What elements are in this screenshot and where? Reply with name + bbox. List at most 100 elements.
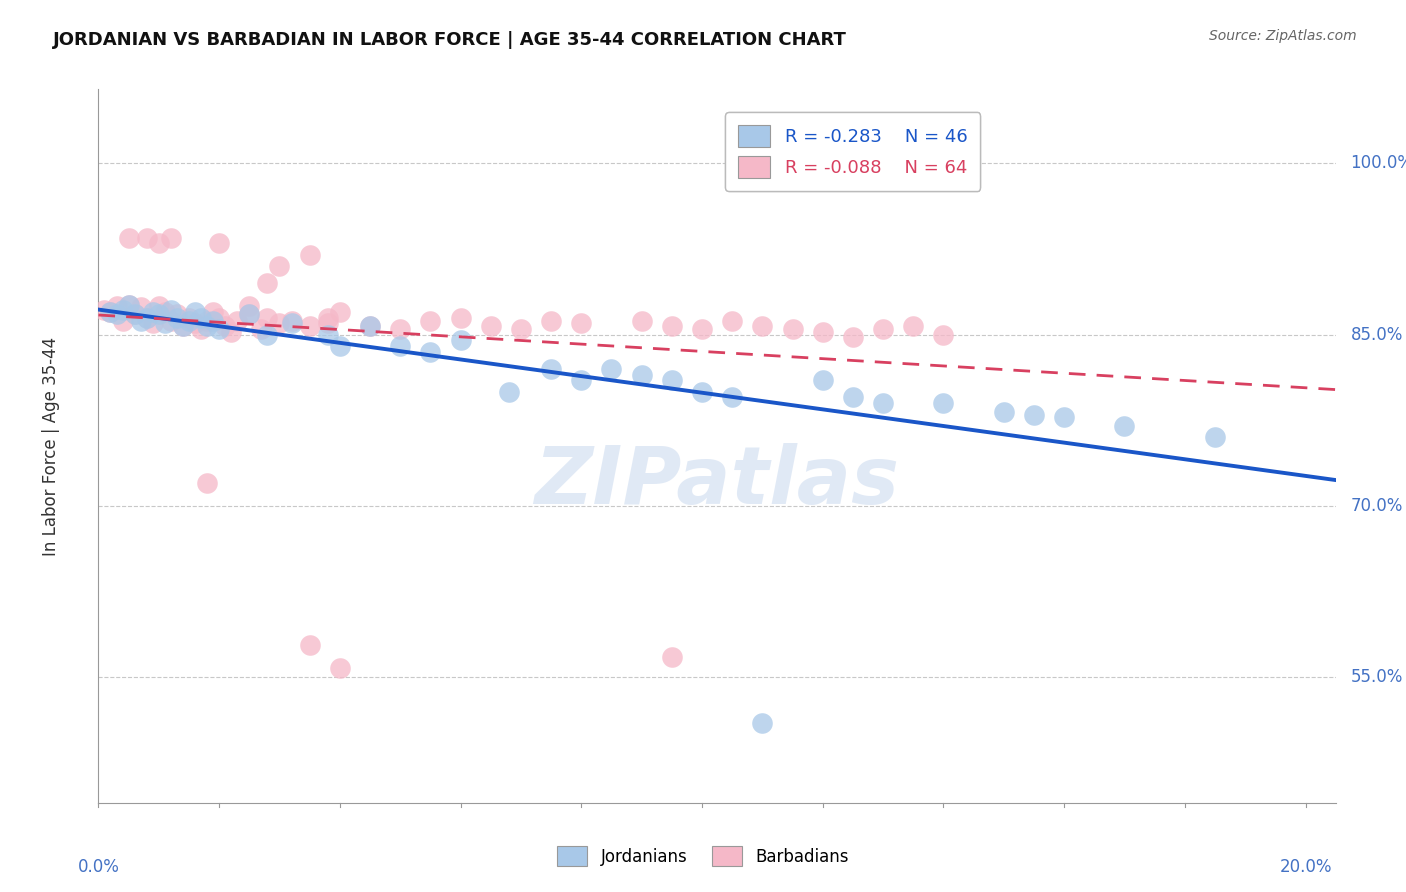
Point bbox=[256, 310, 278, 325]
Point bbox=[932, 396, 955, 410]
Point bbox=[135, 310, 157, 325]
Point bbox=[256, 277, 278, 291]
Text: 55.0%: 55.0% bbox=[1351, 668, 1403, 686]
Point bbox=[540, 314, 562, 328]
Point bbox=[932, 327, 955, 342]
Point bbox=[316, 327, 339, 342]
Point bbox=[202, 305, 225, 319]
Point bbox=[569, 316, 592, 330]
Point bbox=[166, 310, 188, 325]
Point bbox=[111, 314, 134, 328]
Point bbox=[238, 307, 260, 321]
Point bbox=[359, 318, 381, 333]
Point bbox=[129, 300, 152, 314]
Point bbox=[782, 322, 804, 336]
Point bbox=[184, 305, 207, 319]
Point bbox=[811, 373, 834, 387]
Point bbox=[600, 362, 623, 376]
Point bbox=[269, 259, 291, 273]
Point bbox=[160, 302, 183, 317]
Point bbox=[661, 373, 683, 387]
Point bbox=[751, 318, 773, 333]
Point bbox=[250, 322, 273, 336]
Point bbox=[117, 298, 139, 312]
Point bbox=[540, 362, 562, 376]
Point bbox=[690, 322, 713, 336]
Point bbox=[419, 314, 441, 328]
Point bbox=[329, 305, 352, 319]
Point bbox=[129, 314, 152, 328]
Point bbox=[389, 339, 412, 353]
Point bbox=[100, 305, 122, 319]
Point bbox=[630, 314, 652, 328]
Point bbox=[1114, 419, 1136, 434]
Point bbox=[105, 307, 128, 321]
Point bbox=[316, 310, 339, 325]
Point bbox=[105, 299, 128, 313]
Point bbox=[195, 314, 218, 328]
Point bbox=[190, 310, 212, 325]
Point bbox=[498, 384, 520, 399]
Point bbox=[751, 715, 773, 730]
Text: ZIPatlas: ZIPatlas bbox=[534, 442, 900, 521]
Point bbox=[202, 314, 225, 328]
Point bbox=[569, 373, 592, 387]
Text: 20.0%: 20.0% bbox=[1279, 857, 1331, 876]
Point bbox=[509, 322, 531, 336]
Point bbox=[219, 326, 242, 340]
Point bbox=[842, 391, 865, 405]
Point bbox=[872, 322, 894, 336]
Point bbox=[166, 307, 188, 321]
Text: 70.0%: 70.0% bbox=[1351, 497, 1403, 515]
Text: 100.0%: 100.0% bbox=[1351, 154, 1406, 172]
Point bbox=[100, 305, 122, 319]
Point bbox=[142, 316, 165, 330]
Text: 85.0%: 85.0% bbox=[1351, 326, 1403, 343]
Point bbox=[238, 307, 260, 321]
Point bbox=[256, 327, 278, 342]
Point bbox=[316, 316, 339, 330]
Point bbox=[172, 318, 194, 333]
Point bbox=[280, 314, 302, 328]
Point bbox=[160, 314, 183, 328]
Point bbox=[124, 307, 146, 321]
Point bbox=[329, 661, 352, 675]
Point bbox=[329, 339, 352, 353]
Point bbox=[135, 230, 157, 244]
Point bbox=[721, 314, 744, 328]
Point bbox=[419, 344, 441, 359]
Point bbox=[811, 326, 834, 340]
Text: Source: ZipAtlas.com: Source: ZipAtlas.com bbox=[1209, 29, 1357, 43]
Legend: R = -0.283    N = 46, R = -0.088    N = 64: R = -0.283 N = 46, R = -0.088 N = 64 bbox=[725, 112, 980, 191]
Point bbox=[214, 318, 236, 333]
Point bbox=[993, 405, 1015, 419]
Point bbox=[1053, 409, 1076, 424]
Point bbox=[172, 318, 194, 333]
Point bbox=[153, 305, 176, 319]
Point bbox=[359, 318, 381, 333]
Point bbox=[124, 307, 146, 321]
Point bbox=[135, 310, 157, 325]
Point bbox=[184, 316, 207, 330]
Point bbox=[298, 318, 321, 333]
Point bbox=[208, 322, 231, 336]
Point bbox=[690, 384, 713, 399]
Point bbox=[238, 299, 260, 313]
Point bbox=[450, 334, 472, 348]
Point bbox=[630, 368, 652, 382]
Point bbox=[1022, 408, 1045, 422]
Point bbox=[117, 298, 139, 312]
Point bbox=[117, 230, 139, 244]
Point bbox=[269, 316, 291, 330]
Text: 0.0%: 0.0% bbox=[77, 857, 120, 876]
Point bbox=[142, 305, 165, 319]
Point bbox=[208, 236, 231, 251]
Point bbox=[111, 302, 134, 317]
Point bbox=[842, 330, 865, 344]
Point bbox=[280, 316, 302, 330]
Point bbox=[226, 314, 249, 328]
Point bbox=[661, 649, 683, 664]
Point bbox=[1204, 430, 1226, 444]
Point bbox=[148, 307, 170, 321]
Point bbox=[661, 318, 683, 333]
